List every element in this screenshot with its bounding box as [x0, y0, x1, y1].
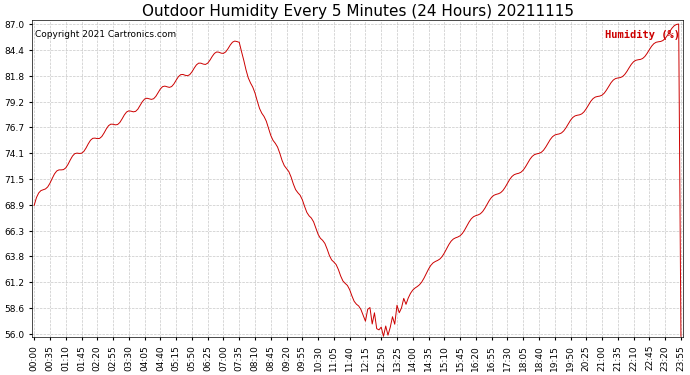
Text: Copyright 2021 Cartronics.com: Copyright 2021 Cartronics.com	[35, 30, 177, 39]
Text: Humidity (%): Humidity (%)	[605, 30, 680, 40]
Title: Outdoor Humidity Every 5 Minutes (24 Hours) 20211115: Outdoor Humidity Every 5 Minutes (24 Hou…	[141, 4, 573, 19]
